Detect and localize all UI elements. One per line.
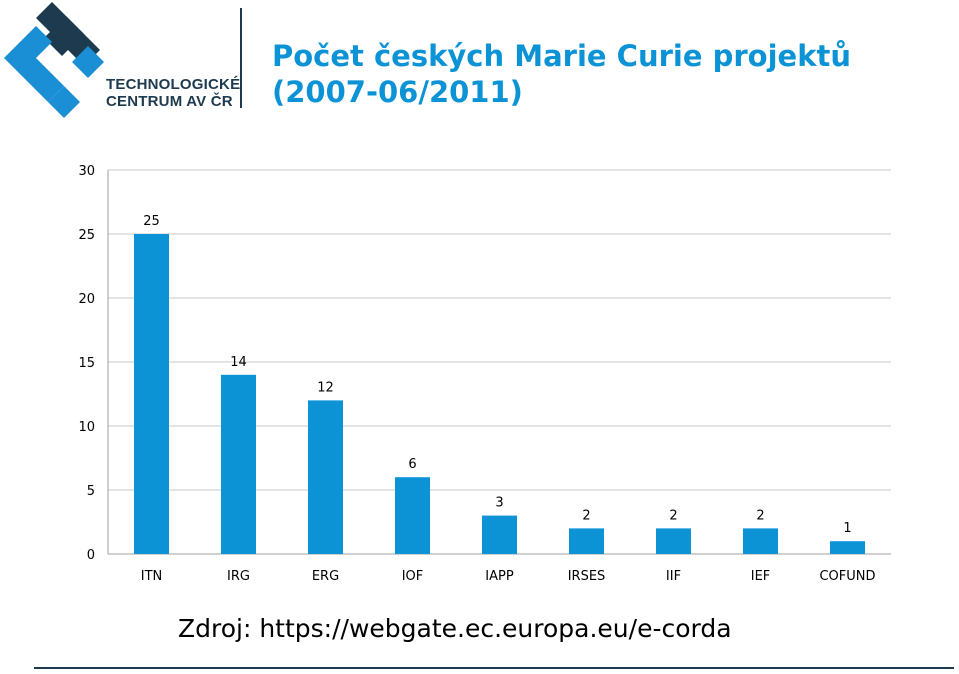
data-label: 12: [317, 380, 334, 395]
data-label: 14: [230, 355, 247, 370]
x-tick-label: IRG: [227, 569, 250, 584]
x-tick-label: ERG: [312, 569, 339, 584]
logo-line-1: TECHNOLOGICKÉ: [106, 76, 241, 93]
x-tick-label: IIF: [666, 569, 681, 584]
x-tick-label: IRSES: [568, 569, 606, 584]
page-title: Počet českých Marie Curie projektů (2007…: [272, 38, 851, 110]
bar-iif: [656, 528, 691, 554]
bar-irses: [569, 528, 604, 554]
y-tick-label: 20: [78, 292, 95, 307]
data-label: 25: [143, 214, 160, 229]
logo-mark-icon: [4, 2, 104, 118]
logo-divider: [240, 8, 242, 108]
bar-cofund: [830, 541, 865, 554]
bar-irg: [221, 374, 256, 554]
bar-erg: [308, 400, 343, 554]
bar-iapp: [482, 515, 517, 554]
x-tick-label: IOF: [402, 569, 424, 584]
x-tick-label: IEF: [751, 569, 771, 584]
bar-chart: 05101520253025ITN14IRG12ERG6IOF3IAPP2IRS…: [78, 164, 891, 584]
y-tick-label: 10: [78, 420, 95, 435]
data-label: 2: [756, 508, 764, 523]
bar-ief: [743, 528, 778, 554]
footer-divider: [34, 667, 954, 669]
y-tick-label: 25: [78, 228, 95, 243]
y-tick-label: 5: [87, 484, 95, 499]
y-tick-label: 15: [78, 356, 95, 371]
data-label: 6: [408, 457, 416, 472]
data-label: 3: [495, 496, 503, 511]
data-label: 2: [582, 508, 590, 523]
x-tick-label: COFUND: [819, 569, 875, 584]
x-tick-label: ITN: [141, 569, 163, 584]
y-tick-label: 0: [87, 548, 95, 563]
data-label: 2: [669, 508, 677, 523]
logo: [4, 2, 104, 118]
bar-itn: [134, 234, 169, 554]
title-line-2: (2007-06/2011): [272, 75, 523, 109]
logo-text: TECHNOLOGICKÉ CENTRUM AV ČR: [106, 76, 240, 110]
data-label: 1: [843, 521, 851, 536]
bar-iof: [395, 477, 430, 554]
logo-line-2: CENTRUM AV ČR: [106, 93, 233, 110]
y-tick-label: 30: [78, 164, 95, 179]
x-tick-label: IAPP: [485, 569, 514, 584]
source-text: Zdroj: https://webgate.ec.europa.eu/e-co…: [178, 614, 732, 643]
title-line-1: Počet českých Marie Curie projektů: [272, 39, 851, 73]
